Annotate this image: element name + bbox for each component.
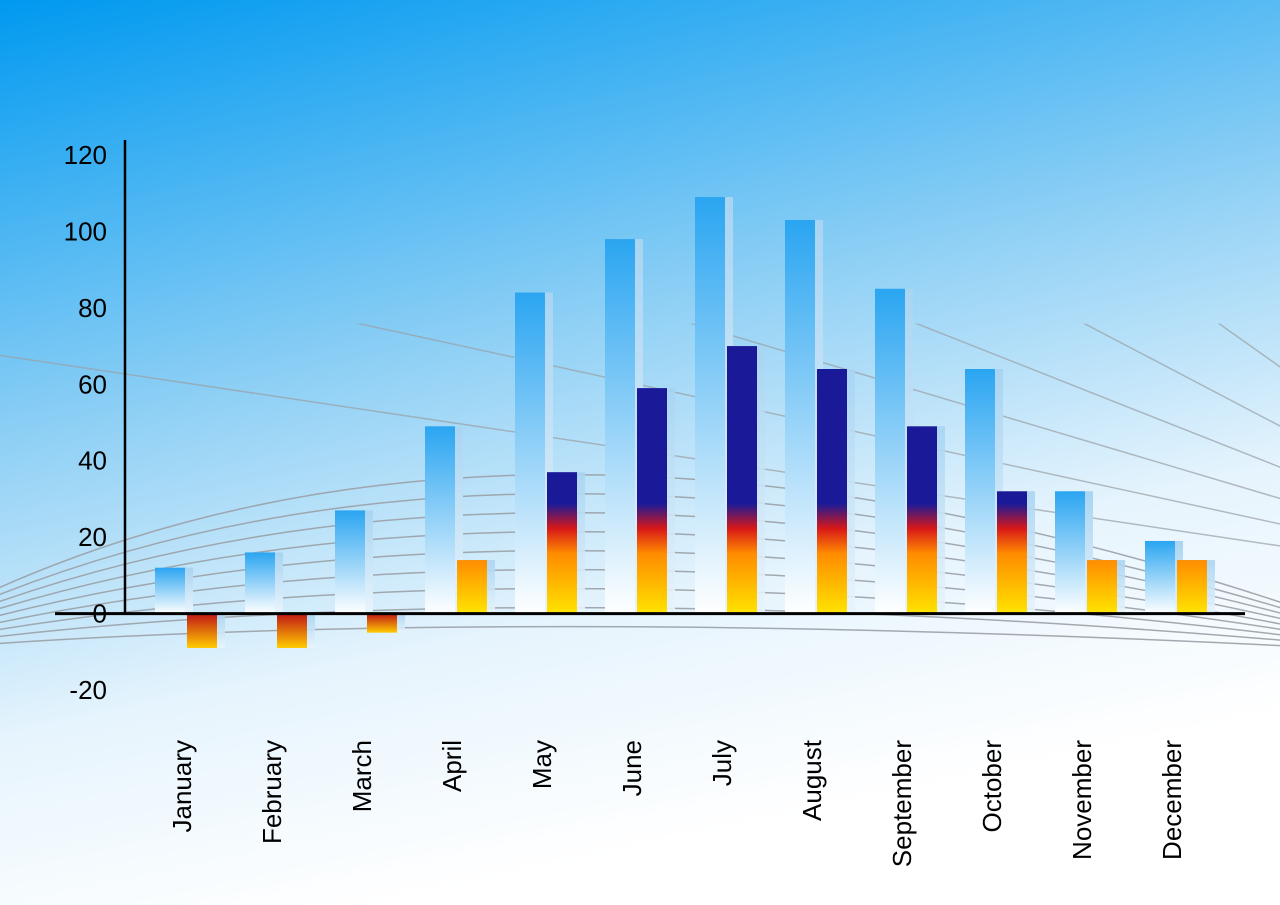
month-label: June <box>617 740 647 796</box>
month-label: April <box>437 740 467 792</box>
bar-series-b <box>367 614 397 633</box>
chart-svg: -20 0 20 40 60 80 100 120 January February March A… <box>0 0 1280 905</box>
month-label: September <box>887 740 917 868</box>
y-tick-label: 100 <box>64 216 107 246</box>
bar-series-b <box>457 560 487 614</box>
y-tick-label: -20 <box>69 675 107 705</box>
bar-series-a <box>695 197 725 614</box>
bar-series-b <box>187 614 217 648</box>
month-label: July <box>707 740 737 786</box>
bar-series-b <box>277 614 307 648</box>
month-label: January <box>167 740 197 833</box>
bar-series-b <box>1177 560 1207 614</box>
y-tick-label: 80 <box>78 293 107 323</box>
bar-series-a <box>965 369 995 614</box>
bar-series-a <box>605 239 635 614</box>
bar-series-a <box>425 426 455 613</box>
month-label: May <box>527 740 557 789</box>
y-tick-label: 120 <box>64 140 107 170</box>
bar-series-b <box>907 426 937 613</box>
month-label: October <box>977 740 1007 833</box>
bar-series-a <box>515 293 545 614</box>
bar-series-a <box>155 568 185 614</box>
bar-series-a <box>245 552 275 613</box>
y-tick-label: 40 <box>78 446 107 476</box>
bar-series-a <box>335 510 365 613</box>
y-tick-label: 0 <box>93 599 107 629</box>
month-label: February <box>257 740 287 844</box>
bar-series-b <box>817 369 847 614</box>
bar-series-b <box>1087 560 1117 614</box>
bar-series-a <box>1055 491 1085 613</box>
bar-series-a <box>875 289 905 614</box>
bar-series-b <box>637 388 667 613</box>
bar-series-a <box>785 220 815 614</box>
bar-series-b <box>997 491 1027 613</box>
bar-series-b <box>727 346 757 613</box>
bar-series-a <box>1145 541 1175 614</box>
y-tick-label: 20 <box>78 522 107 552</box>
chart-container: -20 0 20 40 60 80 100 120 January February March A… <box>0 0 1280 905</box>
month-label: March <box>347 740 377 812</box>
bar-series-b <box>547 472 577 613</box>
month-label: December <box>1157 740 1187 860</box>
y-tick-label: 60 <box>78 369 107 399</box>
month-label: November <box>1067 740 1097 860</box>
month-label: August <box>797 739 827 821</box>
